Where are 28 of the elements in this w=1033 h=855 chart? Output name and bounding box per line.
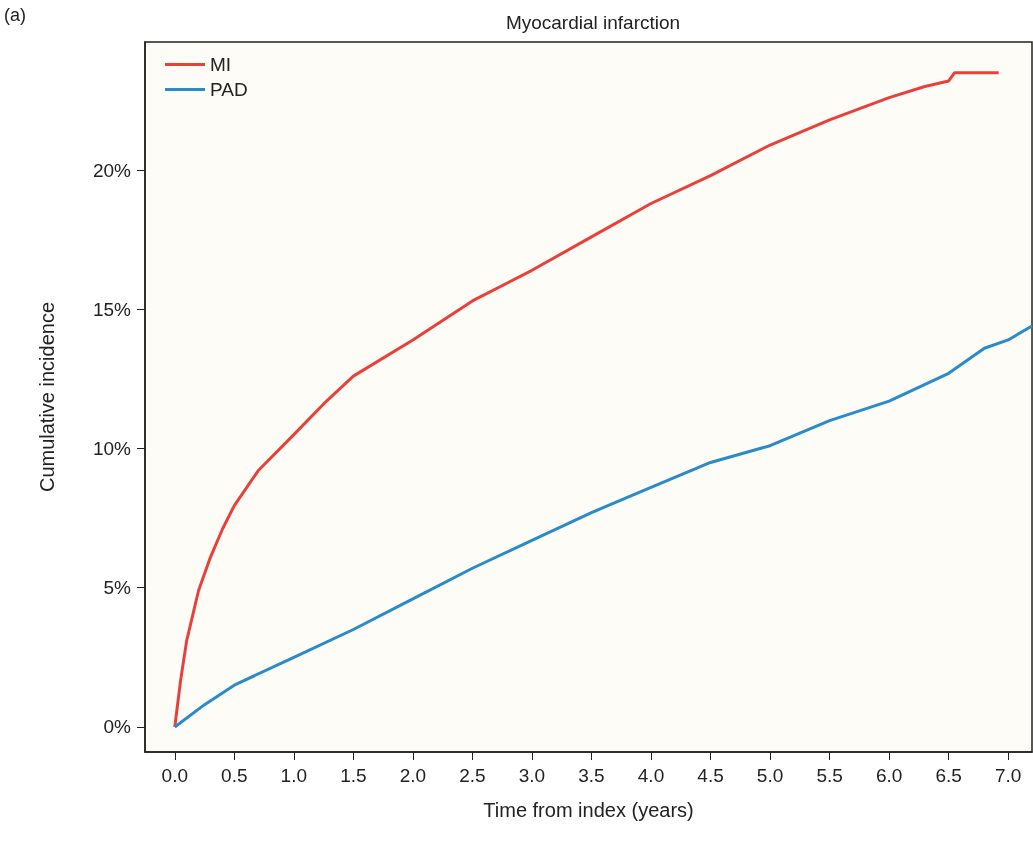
x-tick-label: 2.0	[399, 765, 427, 786]
x-tick-label: 5.5	[816, 765, 843, 786]
text: (a)	[4, 5, 26, 25]
x-tick-label: 4.5	[697, 765, 724, 786]
line-series	[173, 71, 1001, 729]
y-tick-label: 0%	[103, 716, 132, 738]
x-tick-label: 1.0	[280, 765, 308, 786]
x-tick-label: 4.0	[637, 765, 665, 786]
y-tick-label: 20%	[92, 159, 132, 181]
line-series	[173, 324, 1033, 729]
legend-label: MI	[210, 54, 232, 75]
x-tick-label: 3.0	[518, 765, 546, 786]
chart-title: Myocardial infarction	[505, 12, 681, 33]
x-tick-label: 0.5	[221, 765, 248, 786]
x-tick-label: 6.0	[875, 765, 903, 786]
y-axis-title: Cumulative incidence	[36, 301, 58, 493]
x-tick-label: 6.5	[935, 765, 962, 786]
y-tick-label: 10%	[92, 438, 132, 460]
x-tick-label: 5.0	[756, 765, 784, 786]
x-tick-label: 3.5	[578, 765, 605, 786]
x-axis-title: Time from index (years)	[483, 799, 694, 821]
y-tick-label: 5%	[103, 577, 132, 599]
x-tick-label: 0.0	[161, 765, 188, 786]
x-tick-label: 1.5	[340, 765, 367, 786]
x-tick-label: 7.0	[994, 765, 1022, 786]
legend-label: PAD	[210, 79, 248, 100]
y-tick-label: 15%	[92, 298, 132, 320]
x-tick-label: 2.5	[459, 765, 486, 786]
